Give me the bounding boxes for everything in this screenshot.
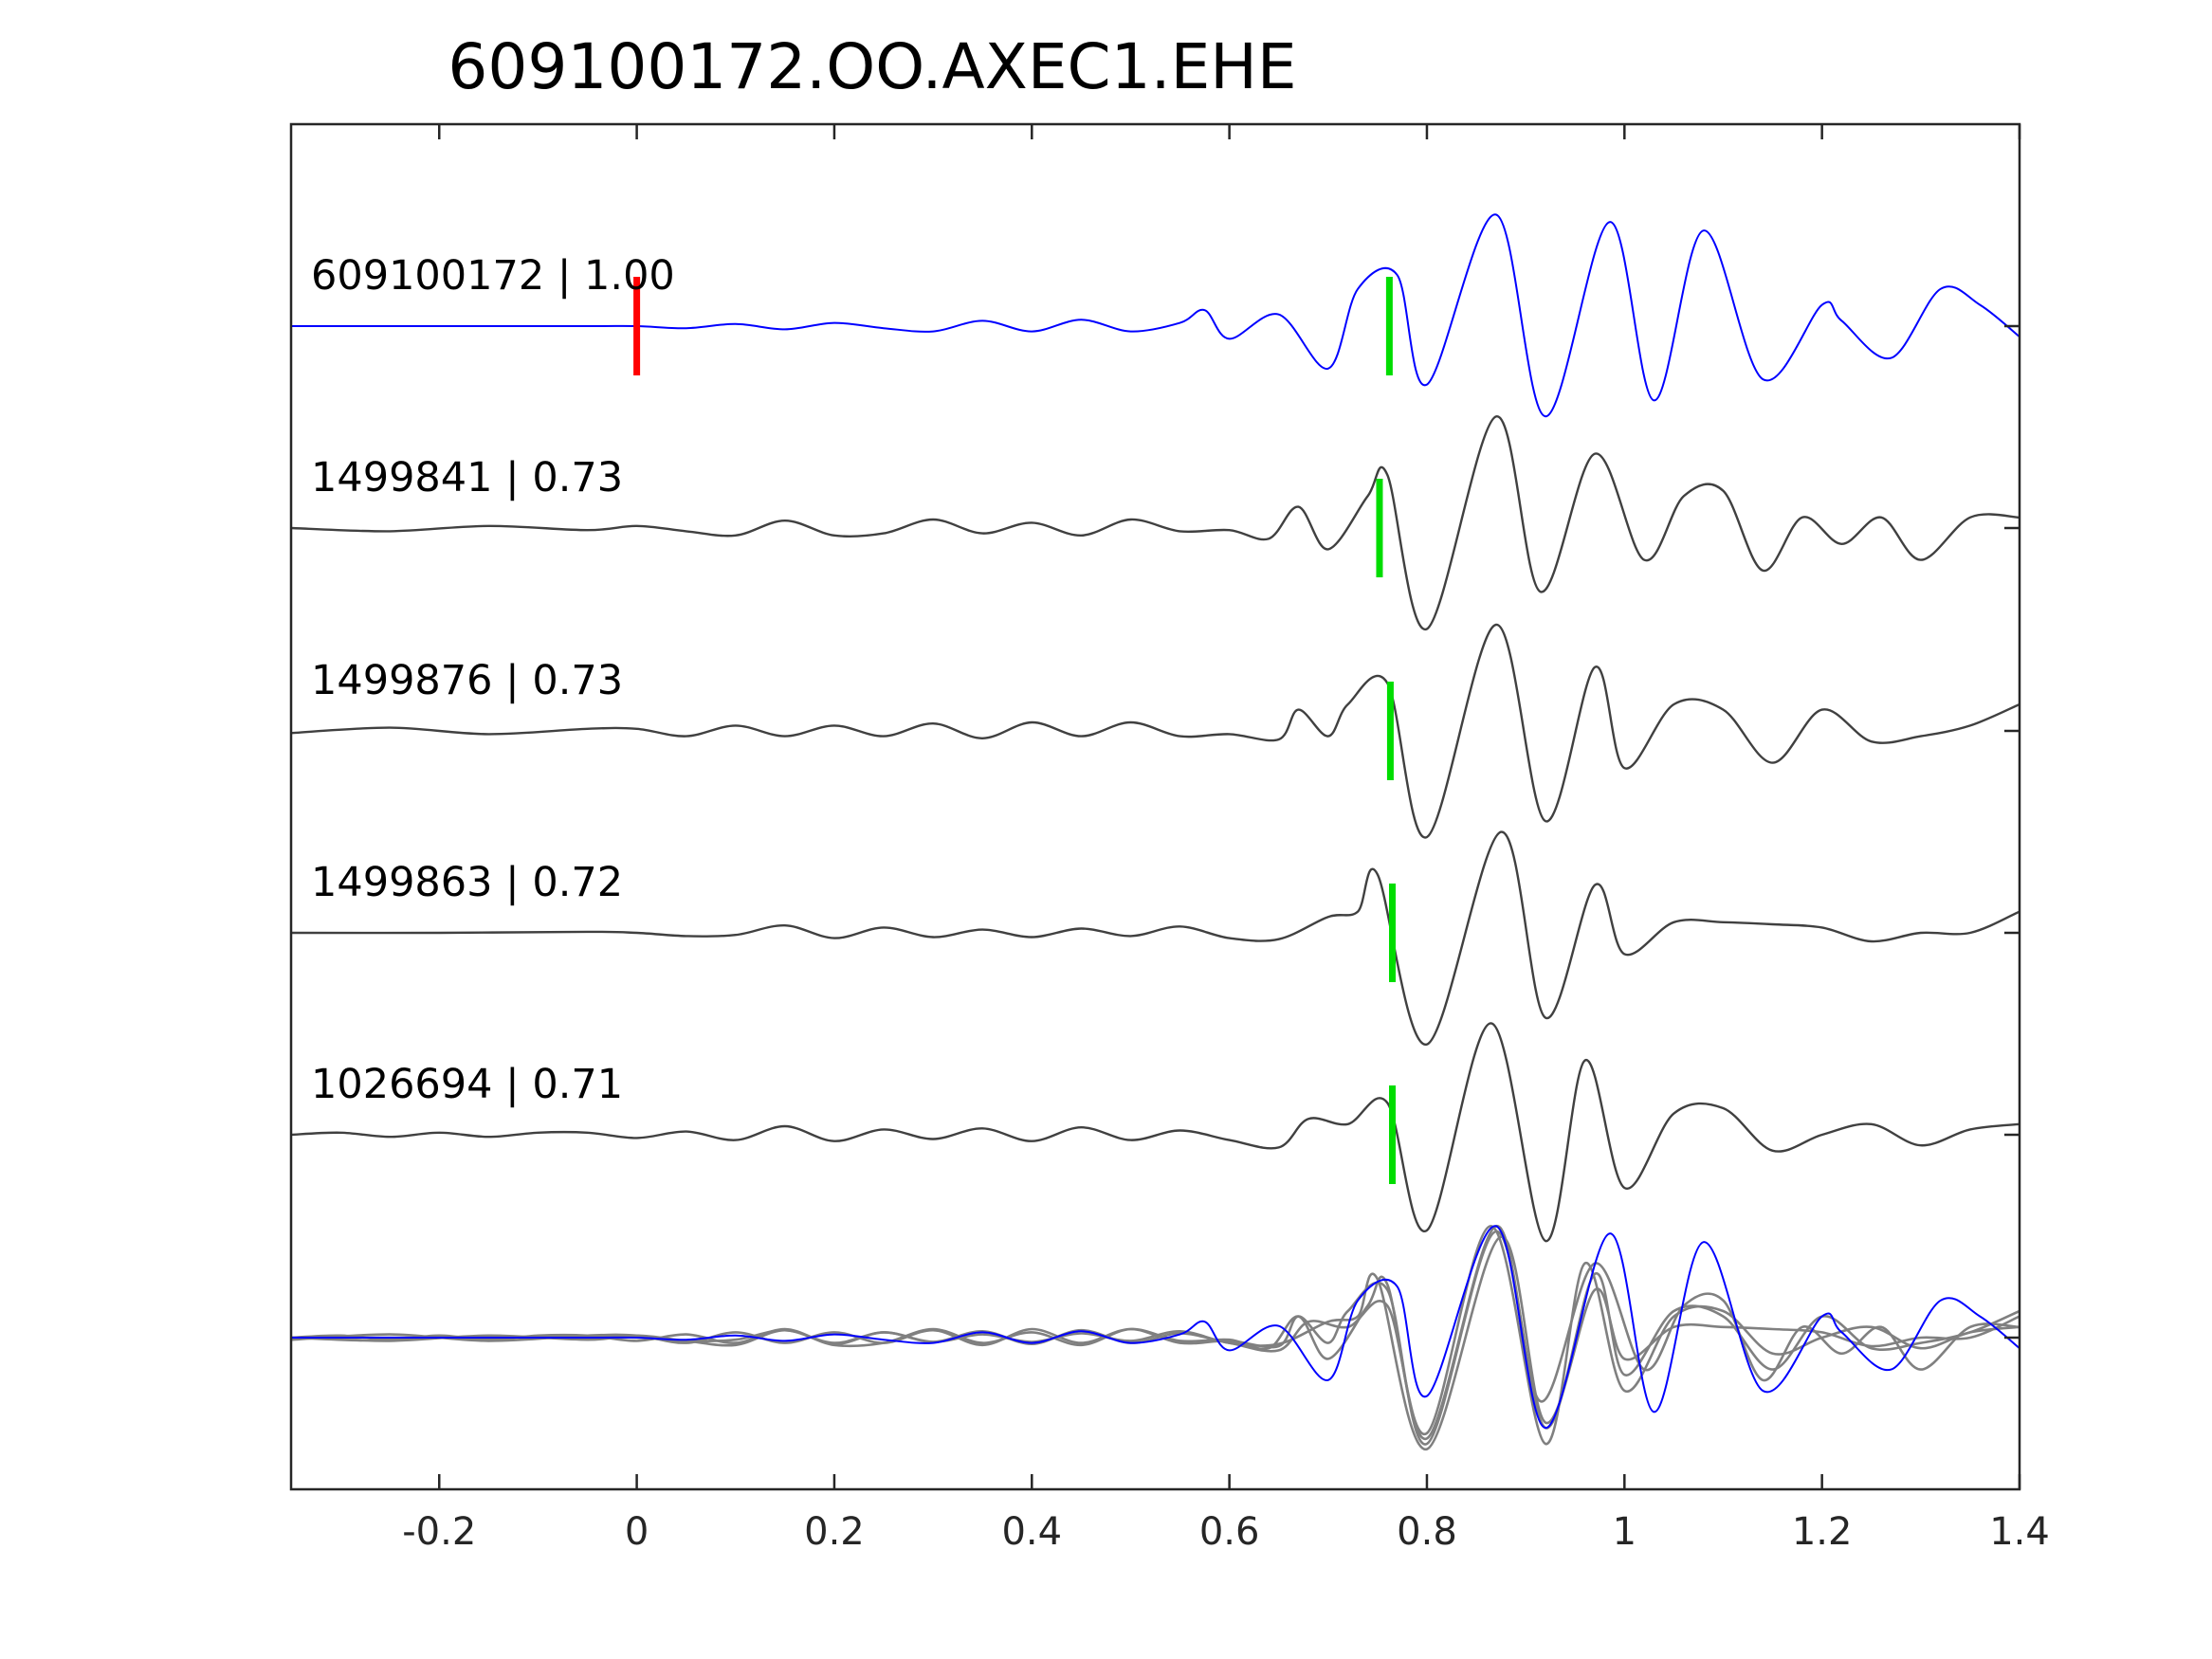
trace-1499841 xyxy=(290,415,2020,630)
overlay-trace-609100172 xyxy=(290,1225,2020,1430)
trace-label-1499876: 1499876 | 0.73 xyxy=(311,657,623,704)
x-tick-label: 0.4 xyxy=(1001,1510,1062,1554)
trace-labels: 609100172 | 1.00 1499841 | 0.73 1499876 | … xyxy=(311,252,675,1108)
overlay-trace-1499876 xyxy=(290,1230,2020,1446)
trace-label-1499841: 1499841 | 0.73 xyxy=(311,454,623,501)
x-tick-label: 0 xyxy=(625,1510,649,1554)
chart-title: 609100172.OO.AXEC1.EHE xyxy=(448,30,1296,103)
x-tick-label: 0.2 xyxy=(804,1510,865,1554)
plot-area xyxy=(290,213,2020,1450)
x-tick-label: 0.6 xyxy=(1199,1510,1260,1554)
x-tick-label: 1.2 xyxy=(1792,1510,1853,1554)
overlay-traces xyxy=(290,1225,2020,1450)
x-tick-label: 1.4 xyxy=(1989,1510,2050,1554)
trace-1026694 xyxy=(290,1022,2020,1243)
trace-1499863 xyxy=(290,830,2020,1046)
x-tick-label: 1 xyxy=(1613,1510,1636,1554)
overlay-trace-1499863 xyxy=(290,1235,2020,1450)
trace-1499876 xyxy=(290,623,2020,839)
trace-label-1026694: 1026694 | 0.71 xyxy=(311,1061,623,1108)
trace-609100172 xyxy=(290,213,2020,418)
x-tick-label: -0.2 xyxy=(402,1510,476,1554)
x-axis: -0.2 0 0.2 0.4 0.6 0.8 1 1.2 1.4 xyxy=(402,124,2050,1554)
trace-label-609100172: 609100172 | 1.00 xyxy=(311,252,675,300)
overlay-trace-1499841 xyxy=(290,1225,2020,1440)
axes-frame xyxy=(289,122,2021,1491)
trace-label-1499863: 1499863 | 0.72 xyxy=(311,859,623,906)
x-tick-label: 0.8 xyxy=(1397,1510,1457,1554)
overlay-trace-1026694 xyxy=(290,1225,2020,1446)
